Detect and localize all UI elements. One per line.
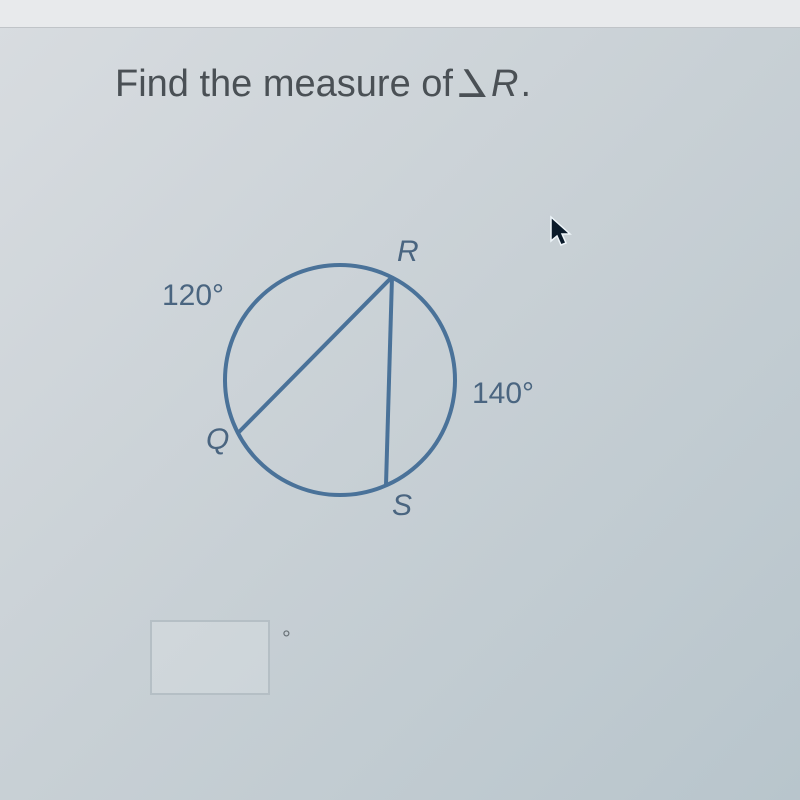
degree-symbol: ° (282, 626, 291, 652)
arc-label-120: 120° (162, 279, 224, 312)
question-prefix: Find the measure of (115, 63, 453, 106)
arc-label-140: 140° (472, 377, 534, 410)
main-circle (225, 265, 455, 495)
chord-rs (386, 277, 392, 485)
circle-svg: R Q S 120° 140° (130, 185, 550, 555)
window-top-bar (0, 0, 800, 28)
mouse-cursor-icon (548, 215, 576, 251)
circle-diagram: R Q S 120° 140° (130, 185, 550, 555)
answer-input[interactable] (150, 620, 270, 695)
chord-rq (238, 277, 392, 433)
angle-letter: R (491, 63, 518, 106)
label-q: Q (206, 423, 229, 456)
label-s: S (392, 489, 412, 522)
label-r: R (397, 235, 419, 268)
question-text: Find the measure of ∠ R . (115, 62, 531, 107)
question-suffix: . (521, 63, 532, 106)
angle-symbol: ∠ (455, 62, 489, 107)
